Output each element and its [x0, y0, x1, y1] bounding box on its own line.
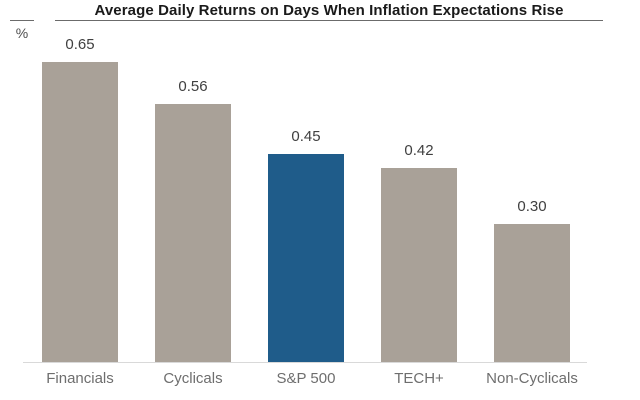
- bar-value-label: 0.45: [291, 128, 321, 145]
- y-axis-unit-label: %: [15, 25, 29, 41]
- bar-cyclicals: [155, 104, 231, 362]
- bar-value-label: 0.65: [65, 36, 95, 53]
- chart-title: Average Daily Returns on Days When Infla…: [94, 2, 564, 19]
- bar-value-label: 0.30: [517, 198, 547, 215]
- x-axis-category-label: Financials: [46, 370, 114, 387]
- x-axis-category-label: S&P 500: [276, 370, 336, 387]
- bar-tech-: [381, 168, 457, 362]
- x-axis-category-label: Cyclicals: [163, 370, 223, 387]
- title-rule: [55, 20, 603, 21]
- bar-non-cyclicals: [494, 224, 570, 362]
- bar-s-p-500: [268, 154, 344, 362]
- plot-area: 0.65 Financials 0.56 Cyclicals 0.45 S&P 500 0.…: [23, 30, 587, 387]
- bar-value-label: 0.42: [404, 142, 434, 159]
- x-axis-baseline: [23, 362, 587, 363]
- bar-value-label: 0.56: [178, 78, 208, 95]
- bar-financials: [42, 62, 118, 362]
- x-axis-category-label: Non-Cyclicals: [486, 370, 578, 387]
- unit-rule: [10, 20, 34, 21]
- x-axis-category-label: TECH+: [394, 370, 444, 387]
